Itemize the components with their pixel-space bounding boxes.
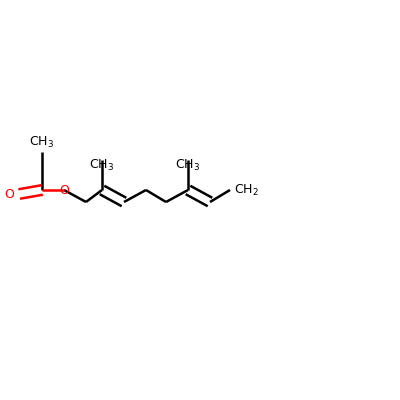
- Text: O: O: [4, 188, 14, 200]
- Text: O: O: [59, 184, 69, 196]
- Text: CH$_3$: CH$_3$: [30, 135, 54, 150]
- Text: CH$_3$: CH$_3$: [176, 158, 200, 173]
- Text: CH$_2$: CH$_2$: [234, 182, 259, 198]
- Text: CH$_3$: CH$_3$: [90, 158, 114, 173]
